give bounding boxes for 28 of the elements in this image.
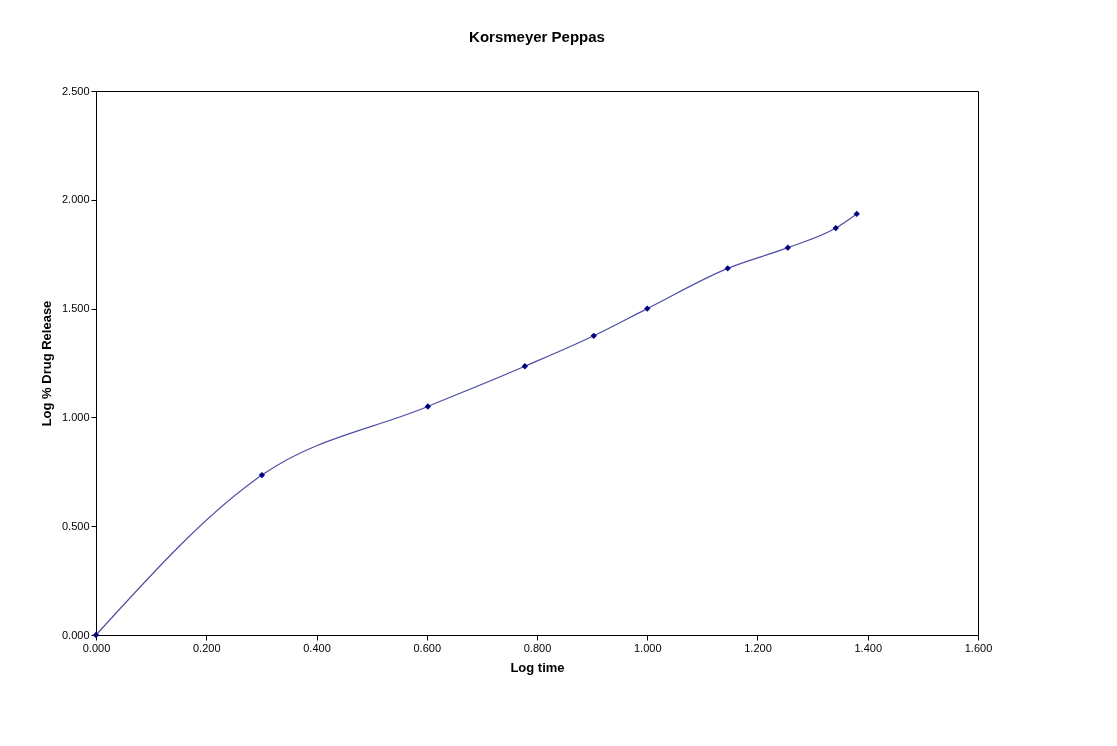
x-axis-title: Log time xyxy=(510,659,565,675)
x-tick-label: 0.800 xyxy=(523,641,552,654)
point xyxy=(784,244,791,251)
x-tick-label: 0.000 xyxy=(82,641,111,654)
x-tick-label: 1.200 xyxy=(744,641,772,654)
point xyxy=(724,265,731,272)
x-tick-label: 1.400 xyxy=(854,641,883,654)
point xyxy=(92,631,100,639)
point xyxy=(853,210,860,218)
x-tick-label: 0.400 xyxy=(303,641,331,654)
point xyxy=(424,403,432,410)
y-axis-title: Log % Drug Release xyxy=(38,300,54,427)
y-tick-label: 1.000 xyxy=(61,410,90,423)
point xyxy=(590,332,597,339)
x-tick-label: 0.600 xyxy=(413,641,442,654)
y-tick-label: 1.500 xyxy=(61,302,90,315)
point xyxy=(832,224,839,232)
point xyxy=(521,363,529,370)
chart-title: Korsmeyer Peppas xyxy=(469,28,605,45)
y-tick-label: 0.500 xyxy=(61,519,90,532)
y-tick-label: 0.000 xyxy=(61,628,90,641)
x-tick-label: 0.200 xyxy=(192,641,221,654)
point xyxy=(258,471,266,479)
x-tick-label: 1.600 xyxy=(964,641,993,654)
y-tick-label: 2.500 xyxy=(61,84,90,97)
y-tick-label: 2.000 xyxy=(61,193,90,206)
x-tick-label: 1.000 xyxy=(633,641,662,654)
point xyxy=(644,305,651,312)
